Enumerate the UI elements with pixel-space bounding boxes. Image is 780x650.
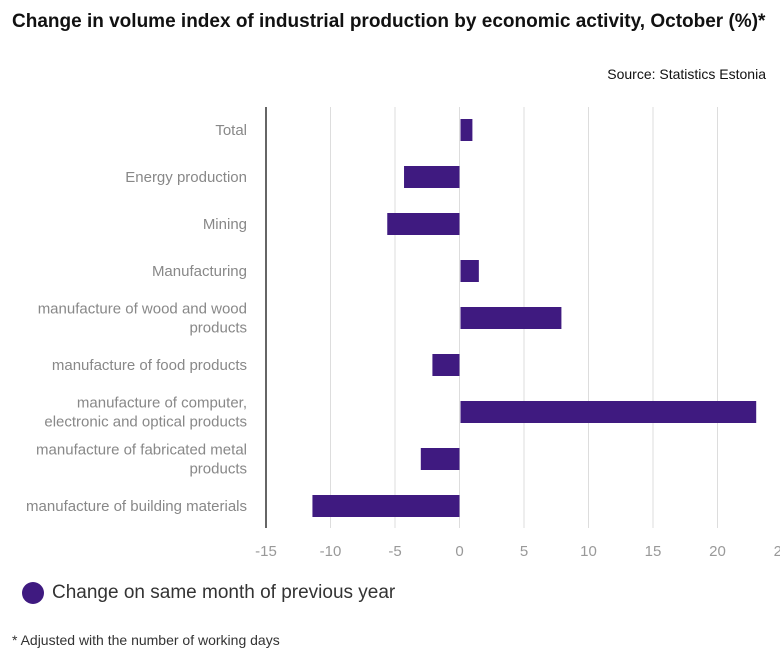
- category-label: electronic and optical products: [44, 414, 247, 431]
- bar: [460, 119, 473, 141]
- bar: [387, 213, 460, 235]
- bar: [460, 260, 479, 282]
- category-label: manufacture of fabricated metal: [36, 442, 247, 459]
- category-label: products: [189, 320, 247, 337]
- category-label: products: [189, 461, 247, 478]
- legend-label: Change on same month of previous year: [52, 582, 396, 603]
- bar: [312, 495, 460, 517]
- x-tick-label: 5: [520, 543, 528, 560]
- bar: [460, 307, 562, 329]
- category-label: Energy production: [125, 169, 247, 186]
- x-tick-label: -5: [388, 543, 401, 560]
- bar-chart: -15 -10 -5 0 5 10 15 20 25 Total Energy production…: [26, 107, 780, 560]
- x-tick-label: 0: [455, 543, 463, 560]
- x-tick-label: 20: [709, 543, 726, 560]
- legend: Change on same month of previous year: [22, 582, 395, 604]
- bar: [420, 448, 460, 470]
- chart-title: Change in volume index of industrial pro…: [12, 11, 766, 32]
- category-label: Mining: [203, 216, 247, 233]
- category-label: manufacture of wood and wood: [38, 301, 247, 318]
- bar: [404, 166, 460, 188]
- bar: [432, 354, 460, 376]
- x-tick-label: -10: [320, 543, 342, 560]
- x-tick-label: -15: [255, 543, 277, 560]
- legend-swatch: [22, 582, 44, 604]
- footnote: * Adjusted with the number of working da…: [12, 632, 280, 648]
- bar: [460, 401, 757, 423]
- category-label: Manufacturing: [152, 263, 247, 280]
- x-tick-label: 10: [580, 543, 597, 560]
- category-label: manufacture of computer,: [77, 395, 247, 412]
- source-label: Source: Statistics Estonia: [607, 66, 766, 82]
- category-label: manufacture of building materials: [26, 498, 247, 515]
- category-label: Total: [215, 122, 247, 139]
- category-label: manufacture of food products: [52, 357, 247, 374]
- x-tick-label: 15: [645, 543, 662, 560]
- x-tick-label: 25: [774, 543, 780, 560]
